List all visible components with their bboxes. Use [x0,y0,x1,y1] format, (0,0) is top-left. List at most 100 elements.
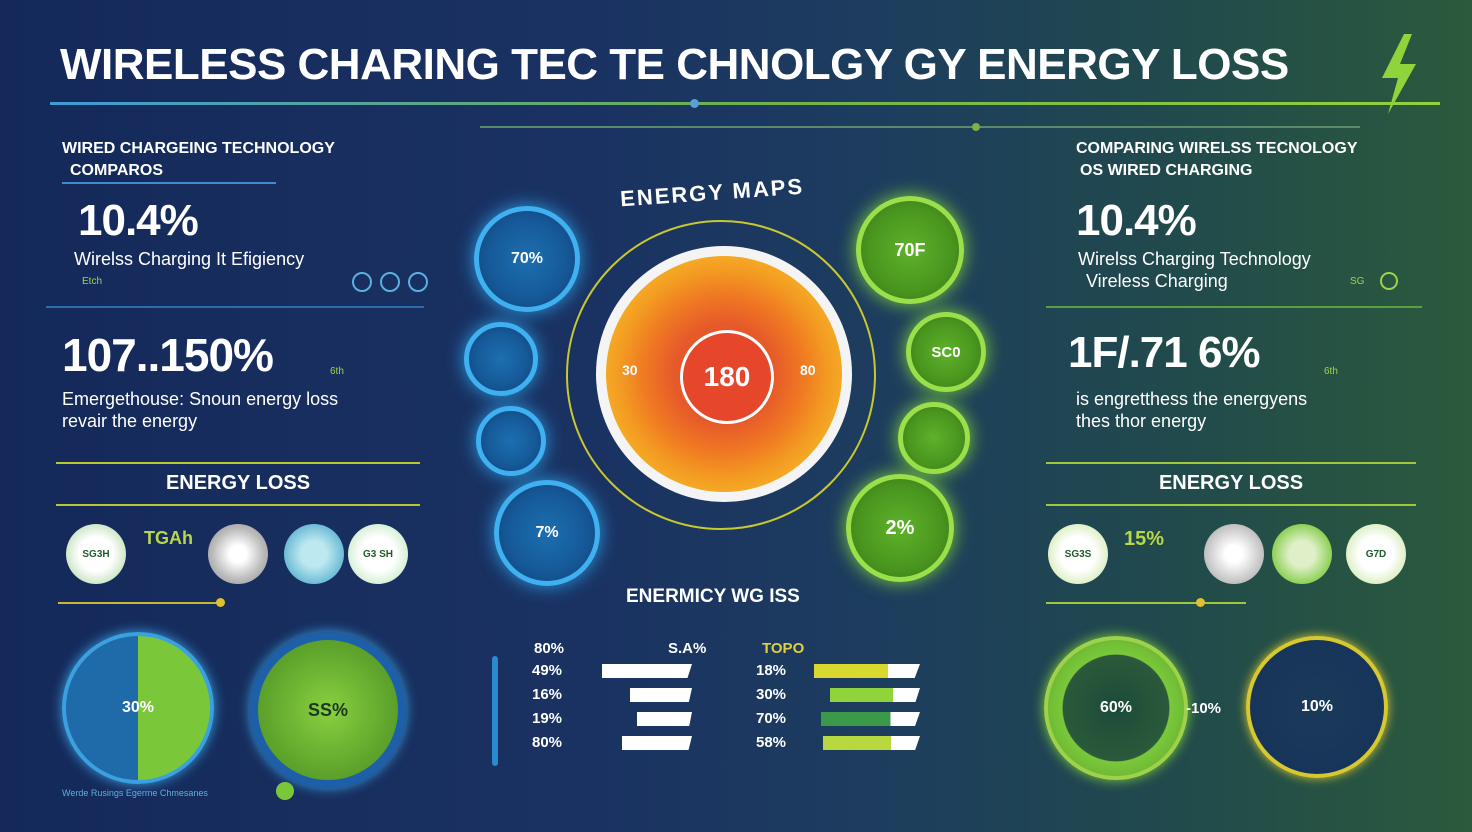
title-rule [50,102,1440,105]
center-bubble-right-4: 2% [846,474,954,582]
title-rule-dot [690,99,699,108]
left-donut-rule [58,602,224,604]
right-donut-2: 10% [1246,636,1388,778]
right-stat1-value: 10.4% [1076,196,1197,245]
right-stat1-text: Wirelss Charging Technology Vireless Cha… [1078,248,1311,292]
center-right-chart-bar-3 [823,736,920,750]
center-right-chart-label-0: 18% [756,662,787,679]
left-badge-3 [284,524,344,584]
right-stat2-line2: thes thor energy [1076,411,1207,431]
left-stat2-text: Emergethouse: Snoun energy loss revair t… [62,388,338,432]
right-stat2-line1: is engretthess the energyens [1076,389,1308,409]
center-bubble-left-3 [476,406,546,476]
left-donut-2-label: SS% [307,699,349,720]
center-left-header-right: S.A% [668,640,707,657]
left-heading-line1: WIRED CHARGEING TECHNOLOGY [62,140,335,157]
right-badge-1: SG3S [1048,524,1108,584]
right-donut-2-label: 10% [1300,698,1334,715]
right-loss-top-rule [1046,462,1416,464]
center-right-chart-label-3: 58% [756,734,787,751]
left-stat2-line2: revair the energy [62,411,198,431]
right-heading-line1: COMPARING WIRELSS TECNOLOGY [1076,140,1358,157]
left-loss-bottom-rule [56,504,420,506]
left-stat2-tiny: 6th [330,366,344,377]
right-stat1-line2: Vireless Charging [1086,271,1228,291]
left-donut-1-label: 30% [121,699,155,716]
right-badge-3 [1272,524,1332,584]
right-donut-1-label: 60% [1099,699,1133,716]
center-right-chart-bar-0 [814,664,920,678]
left-footer-icon [276,782,294,800]
right-stat1-tiny: SG [1350,276,1365,287]
left-heading-rule [62,182,276,184]
right-donut-mid-label: -10% [1186,700,1222,717]
energy-map-left-label: 30 [622,362,638,378]
left-stat1-icons [352,272,428,292]
center-left-chart-bar-0 [602,664,692,678]
center-right-chart-bar-2 [821,712,920,726]
left-heading-line2: COMPAROS [70,162,164,179]
center-bubble-left-1: 70% [474,206,580,312]
left-donut-2: SS% [250,632,406,788]
energy-map-core-value: 180 [703,361,751,392]
energy-map-right-label: 80 [800,362,816,378]
left-badge-4: G3 SH [348,524,408,584]
left-badge-text: TGAh [144,528,193,548]
subtitle-rule [480,126,1360,128]
center-left-chart-label-2: 19% [532,710,563,727]
left-stat-divider [46,306,424,308]
left-loss-top-rule [56,462,420,464]
left-footer: Werde Rusings Egerme Chmesanes [62,788,208,798]
center-bubble-left-2 [464,322,538,396]
right-stat1-line1: Wirelss Charging Technology [1078,249,1311,269]
center-left-scale [492,656,498,766]
right-donut-1: 60% [1044,636,1188,780]
center-right-chart-bar-1 [830,688,920,702]
right-heading-line2: OS WIRED CHARGING [1080,162,1253,179]
right-badge-4: G7D [1346,524,1406,584]
right-stat2-tiny: 6th [1324,366,1338,377]
energy-map-outer-ring [566,220,876,530]
left-donut-1: 30% [62,632,214,784]
right-stat1-icon [1380,272,1398,290]
right-donut-rule-dot [1196,598,1205,607]
right-loss-bottom-rule [1046,504,1416,506]
left-stat1-label: Wirelss Charging It Efigiency [74,249,305,269]
center-right-header-left: TOPO [762,640,805,657]
center-subtitle: ENERMICY WG ISS [626,586,800,607]
left-stat1-tiny: Etch [82,276,103,287]
center-left-chart-bar-2 [637,712,692,726]
globe-icon [380,272,400,292]
energy-map-title: ENERGY MAPS [619,173,805,212]
subtitle-rule-dot [972,123,980,131]
center-bubble-right-3 [898,402,970,474]
right-heading: COMPARING WIRELSS TECNOLOGY OS WIRED CHA… [1076,138,1357,182]
center-left-chart-label-0: 49% [532,662,563,679]
right-stat2-text: is engretthess the energyens thes thor e… [1076,388,1307,432]
left-heading: WIRED CHARGEING TECHNOLOGY COMPAROS [62,138,335,182]
right-stat2-value: 1F/.71 6% [1068,328,1261,377]
right-donut-rule [1046,602,1246,604]
left-stat2-value: 107..150% [62,329,274,381]
center-left-chart-label-1: 16% [532,686,563,703]
center-bubble-right-2: SC0 [906,312,986,392]
link-icon [352,272,372,292]
left-donut-rule-dot [216,598,225,607]
center-right-chart-label-2: 70% [756,710,787,727]
right-stat-divider [1046,306,1422,308]
left-badge-2 [208,524,268,584]
center-left-chart-bar-3 [622,736,692,750]
center-right-chart-label-1: 30% [756,686,787,703]
left-stat2-line1: Emergethouse: Snoun energy loss [62,389,339,409]
chart-icon [408,272,428,292]
left-loss-heading: ENERGY LOSS [165,472,311,494]
center-left-chart-bar-1 [630,688,692,702]
right-badge-2 [1204,524,1264,584]
center-bubble-left-4: 7% [494,480,600,586]
right-loss-heading: ENERGY LOSS [1158,472,1304,494]
right-badge-text: 15% [1124,528,1165,550]
center-left-chart-label-3: 80% [532,734,563,751]
center-bubble-right-1: 70F [856,196,964,304]
page-title: WIRELESS CHARING TEC TE CHNOLGY GY ENERG… [60,40,1289,89]
energy-map-core: 180 [680,330,774,424]
